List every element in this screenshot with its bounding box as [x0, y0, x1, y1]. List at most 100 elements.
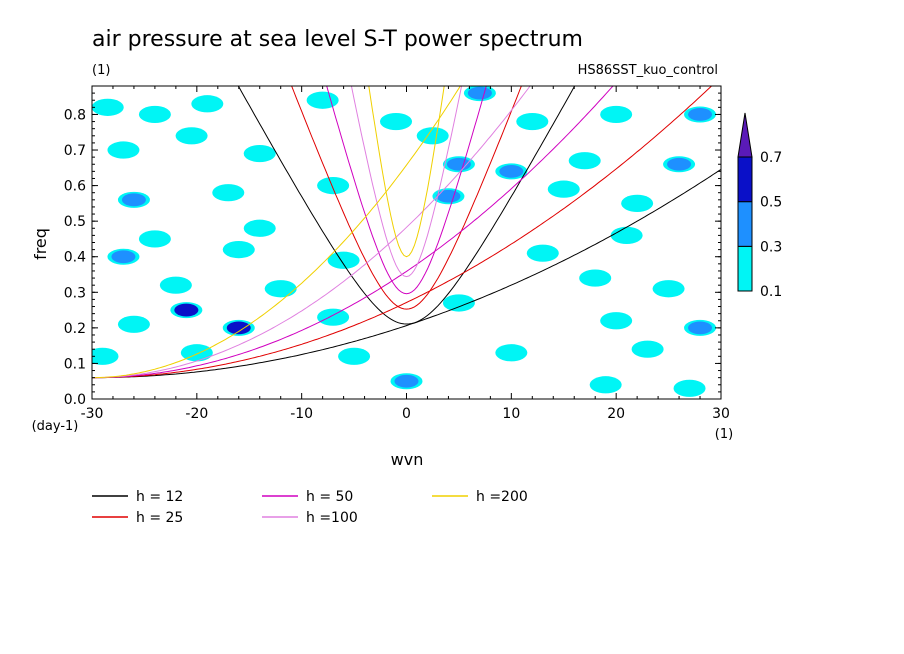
contour-patch — [673, 379, 706, 397]
contour-patch — [111, 250, 136, 264]
colorbar-label: 0.5 — [760, 195, 782, 211]
legend-label: h = 12 — [136, 489, 183, 505]
chart-subtitle-right: HS86SST_kuo_control — [578, 63, 718, 78]
contour-patch — [191, 95, 224, 113]
y-tick-label: 0.8 — [64, 107, 86, 123]
contour-patch — [317, 176, 350, 195]
contour-patch — [547, 180, 580, 198]
contour-patch — [175, 127, 208, 145]
contour-patch — [159, 276, 192, 294]
contour-patch — [92, 347, 119, 365]
contour-patch — [688, 321, 713, 335]
contour-patch — [306, 91, 339, 109]
contour-patch — [138, 105, 171, 124]
contour-patch — [499, 164, 524, 178]
contour-patch — [600, 105, 633, 124]
y-tick-label: 0.4 — [64, 250, 86, 266]
contour-patch — [264, 280, 297, 298]
dispersion-curves-layer — [92, 86, 721, 379]
y-tick-label: 0.1 — [64, 356, 86, 372]
contour-patch — [516, 112, 549, 131]
contour-patch — [667, 157, 692, 171]
contour-patch — [394, 374, 419, 388]
y-tick-label: 0.2 — [64, 321, 86, 337]
x-tick-label: 0 — [402, 406, 411, 422]
x-axis: -30 -20 -10 0 10 20 30 — [81, 86, 730, 422]
contour-patch — [416, 127, 449, 145]
dispersion-curve-kelvin — [92, 86, 614, 379]
contour-patch — [589, 376, 622, 394]
contour-fill-layer — [92, 86, 717, 397]
contour-patch — [222, 241, 255, 259]
y-tick-label: 0.7 — [64, 143, 86, 159]
contour-patch — [610, 226, 643, 244]
chart-title: air pressure at sea level S-T power spec… — [92, 27, 583, 52]
x-tick-label: -10 — [290, 406, 313, 422]
y-axis: 0.0 0.1 0.2 0.3 0.4 0.5 0.6 0.7 0.8 — [64, 92, 721, 408]
contour-patch — [174, 303, 199, 317]
dispersion-curve-kelvin — [92, 86, 461, 379]
y-tick-label: 0.0 — [64, 392, 86, 408]
legend-label: h =200 — [476, 489, 528, 505]
chart-subtitle-left: (1) — [92, 63, 110, 78]
x-axis-unit: (1) — [715, 427, 733, 442]
legend-label: h = 50 — [306, 489, 353, 505]
contour-patch — [652, 280, 685, 298]
dispersion-curve-kelvin — [92, 86, 531, 379]
colorbar-label: 0.7 — [760, 150, 782, 166]
dispersion-curve-gravity — [237, 86, 576, 325]
contour-patch — [467, 86, 492, 100]
dispersion-curve-kelvin — [92, 168, 721, 379]
contour-patch — [107, 141, 140, 159]
dispersion-curve-gravity — [368, 86, 445, 258]
y-axis-label: freq — [31, 228, 50, 260]
colorbar: 0.1 0.3 0.5 0.7 — [737, 112, 782, 300]
legend-label: h = 25 — [136, 510, 183, 526]
contour-patch — [117, 315, 150, 333]
dispersion-curve-gravity — [350, 86, 463, 278]
contour-patch — [436, 189, 461, 203]
contour-patch — [568, 152, 601, 170]
contour-patch — [579, 269, 612, 287]
contour-patch — [92, 98, 124, 116]
dispersion-curve-gravity — [326, 86, 487, 295]
contour-patch — [495, 344, 528, 362]
x-tick-label: -30 — [81, 406, 104, 422]
contour-patch — [226, 321, 251, 335]
contour-patch — [121, 193, 146, 207]
y-tick-label: 0.6 — [64, 179, 86, 195]
colorbar-segment — [737, 245, 753, 292]
y-axis-unit: (day-1) — [32, 419, 79, 434]
y-tick-label: 0.5 — [64, 214, 86, 230]
contour-patch — [631, 340, 664, 358]
legend: h = 12 h = 25 h = 50 h =100 h =200 — [92, 489, 528, 526]
contour-patch — [317, 308, 350, 326]
dispersion-curve-kelvin — [92, 86, 713, 379]
legend-label: h =100 — [306, 510, 358, 526]
dispersion-curve-gravity — [291, 86, 522, 310]
contour-patch — [212, 184, 245, 202]
x-tick-label: 10 — [502, 406, 520, 422]
colorbar-segment — [737, 156, 753, 203]
x-tick-label: 30 — [712, 406, 730, 422]
contour-patch — [338, 347, 371, 365]
y-tick-label: 0.3 — [64, 285, 86, 301]
x-tick-label: 20 — [607, 406, 625, 422]
contour-patch — [243, 219, 276, 237]
colorbar-label: 0.3 — [760, 239, 782, 255]
colorbar-extend-arrow — [737, 112, 753, 158]
contour-patch — [327, 251, 360, 269]
colorbar-label: 0.1 — [760, 284, 782, 300]
colorbar-segment — [737, 201, 753, 247]
contour-patch — [526, 244, 559, 262]
x-tick-label: -20 — [185, 406, 208, 422]
contour-patch — [600, 312, 633, 330]
contour-patch — [243, 144, 276, 163]
contour-patch — [621, 194, 654, 212]
x-axis-label: wvn — [391, 450, 424, 469]
contour-patch — [380, 112, 413, 131]
contour-patch — [688, 108, 713, 121]
contour-patch — [442, 294, 475, 312]
contour-patch — [138, 230, 171, 248]
